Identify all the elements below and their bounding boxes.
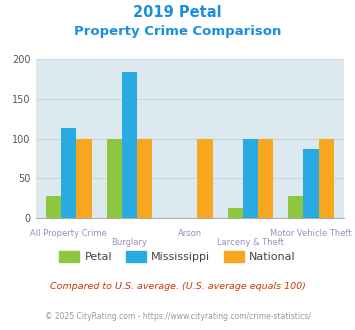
Bar [122,72,137,218]
Bar [61,128,76,218]
Bar [197,139,213,218]
Bar [106,139,122,218]
Text: Motor Vehicle Theft: Motor Vehicle Theft [270,229,352,238]
Text: Larceny & Theft: Larceny & Theft [217,238,284,248]
Bar [304,149,319,218]
Text: Compared to U.S. average. (U.S. average equals 100): Compared to U.S. average. (U.S. average … [50,282,305,291]
Text: Property Crime Comparison: Property Crime Comparison [74,25,281,38]
Bar [137,139,152,218]
Legend: Petal, Mississippi, National: Petal, Mississippi, National [55,247,300,267]
Text: Arson: Arson [178,229,202,238]
Text: 2019 Petal: 2019 Petal [133,5,222,20]
Text: © 2025 CityRating.com - https://www.cityrating.com/crime-statistics/: © 2025 CityRating.com - https://www.city… [45,312,310,321]
Bar [243,139,258,218]
Bar [258,139,273,218]
Bar [76,139,92,218]
Bar [228,208,243,218]
Bar [288,196,304,218]
Text: All Property Crime: All Property Crime [31,229,107,238]
Text: Burglary: Burglary [111,238,147,248]
Bar [319,139,334,218]
Bar [46,196,61,218]
